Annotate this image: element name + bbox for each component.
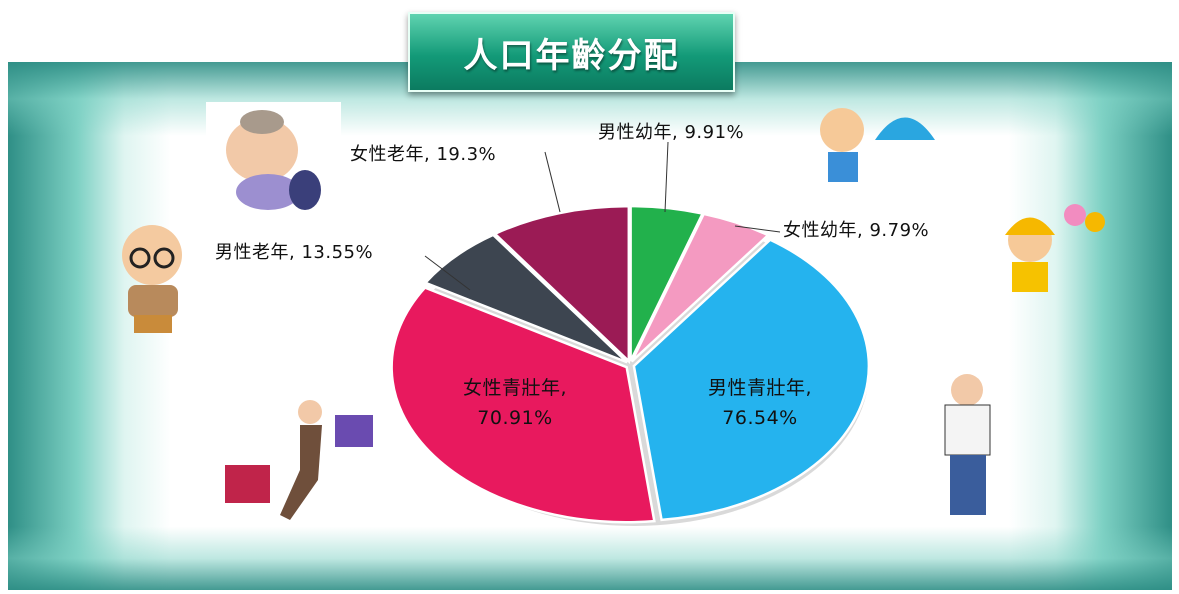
grandpa-head — [122, 225, 182, 285]
pie-slice — [632, 238, 871, 522]
pie-slice — [492, 204, 631, 365]
data-label: 男性青壯年, 76.54% — [707, 377, 813, 429]
pie-slice — [423, 233, 628, 364]
shopping-bag — [225, 465, 270, 503]
data-label: 男性老年, 13.55% — [215, 242, 374, 263]
umbrella — [875, 117, 935, 140]
leader-line — [734, 225, 781, 233]
grandpa-glasses — [153, 247, 175, 269]
girl-body — [1012, 262, 1048, 292]
man-jeans — [950, 455, 986, 515]
grandpa-legs — [134, 315, 172, 333]
woman-body — [280, 425, 322, 520]
data-label: 女性老年, 19.3% — [350, 144, 497, 165]
illustrations — [122, 102, 1105, 520]
pie-slice — [630, 212, 771, 363]
man-shirt — [944, 404, 991, 456]
data-label: 女性青壯年, 70.91% — [462, 377, 568, 429]
data-label: 女性幼年, 9.79% — [783, 220, 930, 241]
pie-slice — [390, 286, 656, 524]
data-label: 男性幼年, 9.91% — [598, 122, 745, 143]
boy-body — [828, 152, 858, 182]
boy-head — [820, 108, 864, 152]
man-head — [951, 374, 983, 406]
grandma-body — [236, 174, 300, 210]
grandpa-glasses — [129, 247, 151, 269]
chart-title: 人口年齡分配 — [408, 12, 735, 92]
balloon — [1085, 212, 1105, 232]
leader-line — [544, 151, 561, 213]
grandma-hair — [240, 110, 284, 134]
leader-line — [424, 255, 471, 291]
grandpa-body — [128, 285, 178, 317]
woman-head — [298, 400, 322, 424]
leader-line — [664, 141, 669, 213]
girl-hat — [1005, 217, 1055, 235]
grandma-head — [226, 118, 298, 182]
pie-slice — [629, 204, 705, 362]
shopping-bag — [335, 415, 373, 447]
balloon — [1064, 204, 1086, 226]
grandma-bag — [289, 170, 321, 210]
